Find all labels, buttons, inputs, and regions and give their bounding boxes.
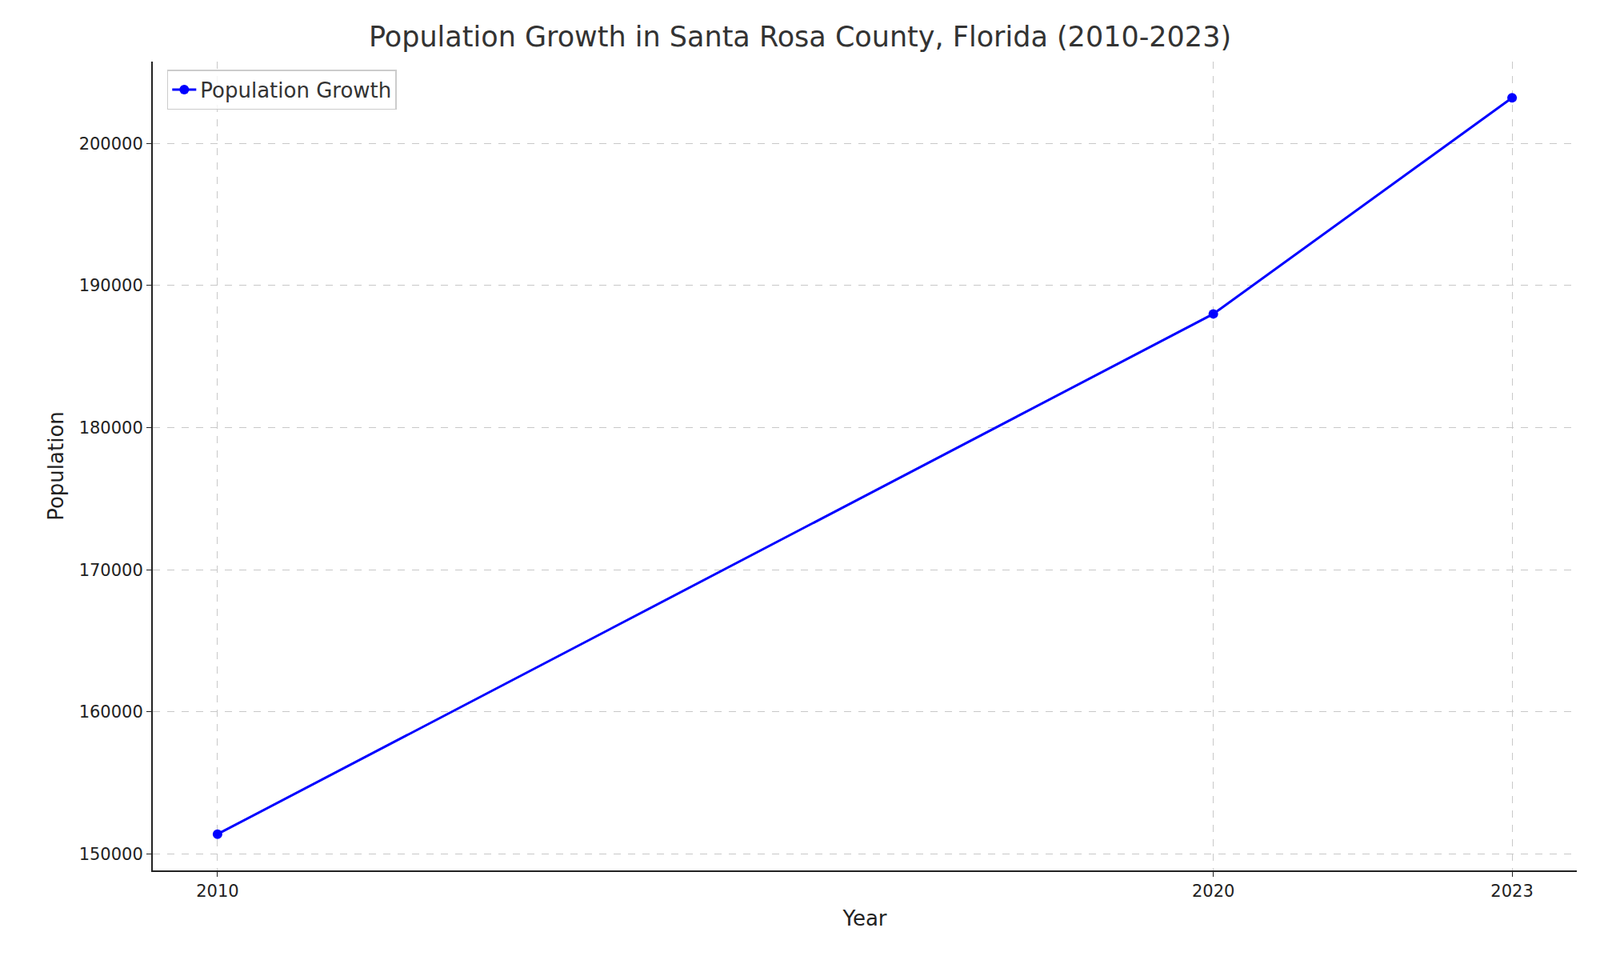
svg-text:Year: Year xyxy=(841,906,887,931)
svg-text:190000: 190000 xyxy=(79,276,144,296)
svg-text:150000: 150000 xyxy=(79,844,144,864)
svg-text:160000: 160000 xyxy=(79,702,144,722)
svg-text:180000: 180000 xyxy=(79,418,144,438)
svg-text:Population Growth in Santa Ros: Population Growth in Santa Rosa County, … xyxy=(368,20,1232,53)
svg-text:Population: Population xyxy=(44,411,68,521)
svg-text:2023: 2023 xyxy=(1490,881,1533,901)
svg-text:2010: 2010 xyxy=(196,881,239,901)
svg-text:Population Growth: Population Growth xyxy=(200,78,392,103)
svg-text:2020: 2020 xyxy=(1192,881,1235,901)
svg-text:170000: 170000 xyxy=(79,560,144,580)
svg-text:200000: 200000 xyxy=(79,134,144,154)
